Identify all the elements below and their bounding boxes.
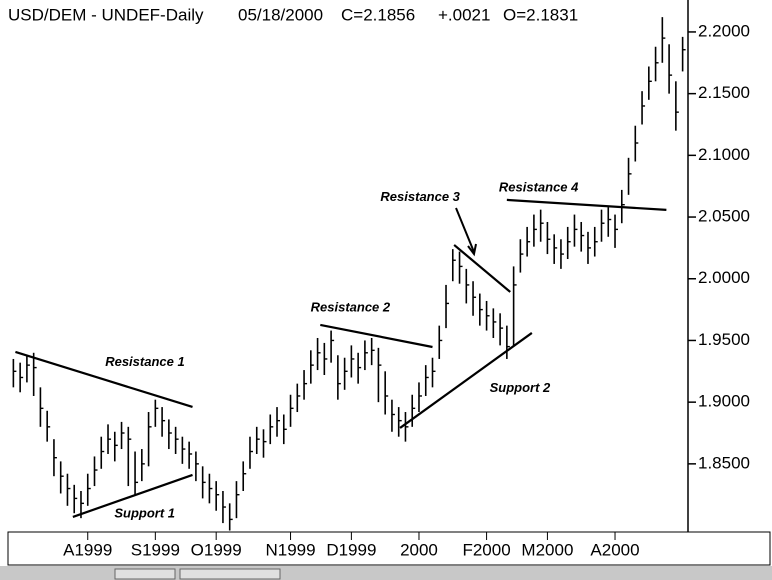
tab[interactable] xyxy=(114,568,176,580)
x-tick-label: O1999 xyxy=(191,540,242,559)
x-tick-label: A1999 xyxy=(63,540,112,559)
symbol: USD/DEM - UNDEF-Daily xyxy=(8,5,204,24)
header: USD/DEM - UNDEF-Daily 05/18/2000 C=2.185… xyxy=(8,5,578,24)
annotation-label: Resistance 1 xyxy=(105,354,185,369)
trend-line xyxy=(72,473,193,518)
x-tick-label: F2000 xyxy=(462,540,510,559)
y-tick-label: 1.9500 xyxy=(698,330,750,349)
trend-line xyxy=(320,323,433,349)
close-label: C=2.1856 xyxy=(341,5,415,24)
annotation-label: Resistance 2 xyxy=(311,299,391,314)
x-tick-label: M2000 xyxy=(521,540,573,559)
x-tick-label: 2000 xyxy=(400,540,438,559)
open-label: O=2.1831 xyxy=(503,5,578,24)
y-tick-label: 2.1000 xyxy=(698,145,750,164)
annotation-label: Resistance 3 xyxy=(380,189,460,204)
x-axis-band xyxy=(7,531,771,566)
annotation-label: Resistance 4 xyxy=(499,179,579,194)
y-tick-label: 2.2000 xyxy=(698,21,750,40)
x-tick-label: D1999 xyxy=(326,540,376,559)
y-tick-label: 2.1500 xyxy=(698,83,750,102)
x-tick-label: A2000 xyxy=(590,540,639,559)
annotation-label: Support 1 xyxy=(114,505,175,520)
trend-line xyxy=(399,332,533,429)
annotation-label: Support 2 xyxy=(490,380,551,395)
trend-line xyxy=(506,198,667,211)
y-tick-label: 2.0500 xyxy=(698,207,750,226)
y-tick-label: 2.0000 xyxy=(698,268,750,287)
trend-line xyxy=(453,244,511,293)
tab[interactable] xyxy=(179,568,281,580)
change-label: +.0021 xyxy=(438,5,490,24)
date: 05/18/2000 xyxy=(238,5,323,24)
arrow xyxy=(455,207,477,257)
x-tick-label: S1999 xyxy=(131,540,180,559)
y-tick-label: 1.9000 xyxy=(698,392,750,411)
y-tick-label: 1.8500 xyxy=(698,453,750,472)
plot: Resistance 1 Support 1 Resistance 2 Resista… xyxy=(12,17,686,531)
x-tick-label: N1999 xyxy=(265,540,315,559)
trend-line xyxy=(15,350,193,409)
